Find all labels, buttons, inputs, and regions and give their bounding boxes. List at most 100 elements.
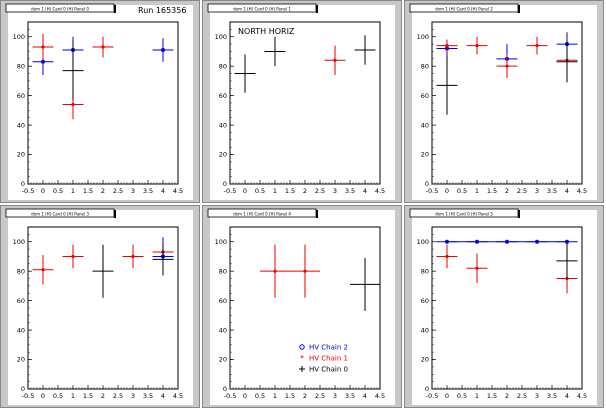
x-tick-label: 2 (505, 187, 509, 195)
circle-marker (41, 59, 45, 64)
star-marker (71, 102, 75, 107)
pad-2: dom 1 (H) Card 0 (H) Panel 1 -0.5 0 0.5 1 1.5… (202, 0, 404, 205)
x-tick-label: 0.5 (53, 392, 63, 400)
data-point (436, 39, 458, 52)
y-tick-label: 60 (17, 297, 25, 305)
star-marker (445, 254, 449, 259)
x-tick-label: 0.5 (255, 392, 265, 400)
x-tick-label: 2 (303, 187, 307, 195)
data-point (556, 243, 578, 279)
data-point (556, 41, 578, 83)
legend-circle-icon (299, 344, 305, 350)
data-point (496, 54, 518, 78)
x-tick-label: 2.5 (315, 187, 325, 195)
x-tick-label: 2 (303, 392, 307, 400)
data-point (496, 239, 518, 244)
y-tick-label: 80 (219, 267, 227, 275)
x-tick-label: 4 (565, 187, 569, 195)
data-point (556, 239, 578, 244)
pad-white-area (8, 5, 193, 200)
star-marker (445, 43, 449, 48)
data-point (122, 244, 144, 269)
y-tick-label: 80 (421, 267, 429, 275)
legend-label: HV Chain 0 (309, 366, 348, 374)
x-tick-label: 0.5 (457, 392, 467, 400)
circle-marker (535, 239, 539, 244)
x-tick-label: 0.5 (53, 187, 63, 195)
y-tick-label: 80 (17, 267, 25, 275)
y-tick-label: 60 (421, 297, 429, 305)
circle-marker (475, 239, 479, 244)
data-point (290, 244, 320, 298)
star-marker (475, 266, 479, 270)
x-tick-label: -0.5 (224, 392, 237, 400)
x-tick-label: 3.5 (345, 392, 355, 400)
x-tick-label: 2 (505, 392, 509, 400)
x-tick-label: 0 (445, 187, 449, 195)
pad-white-area (412, 210, 597, 405)
circle-marker (161, 47, 165, 52)
data-point (466, 253, 488, 283)
x-tick-label: 4.5 (577, 187, 587, 195)
data-point (436, 55, 458, 115)
x-tick-label: 4 (363, 392, 367, 400)
y-tick-label: 0 (21, 180, 25, 188)
star-marker (41, 268, 45, 272)
chart-pad-4: dom 1 (H) Card 0 (H) Panel 3-0.5 0 0.5 1 1.5… (0, 205, 200, 408)
y-tick-label: 40 (219, 121, 227, 129)
x-tick-label: -0.5 (22, 187, 35, 195)
data-point (436, 244, 458, 269)
star-marker (71, 254, 75, 259)
x-tick-label: 2.5 (517, 187, 527, 195)
pad-label-shadow (316, 5, 318, 13)
x-tick-label: 1.5 (487, 392, 497, 400)
y-tick-label: 0 (21, 385, 25, 393)
x-tick-label: 3.5 (143, 187, 153, 195)
y-tick-label: 80 (17, 62, 25, 70)
data-point (324, 45, 346, 76)
x-tick-label: 1.5 (487, 187, 497, 195)
y-tick-label: 100 (417, 238, 429, 246)
star-marker (303, 269, 307, 273)
x-tick-label: 3 (535, 392, 539, 400)
pad-white-area (210, 210, 395, 405)
y-tick-label: 0 (425, 180, 429, 188)
x-tick-label: 3.5 (547, 392, 557, 400)
y-tick-label: 20 (219, 151, 227, 159)
data-point (92, 36, 114, 58)
x-tick-label: -0.5 (224, 187, 237, 195)
x-tick-label: 0 (243, 187, 247, 195)
pad-label-shadow (114, 5, 116, 13)
y-tick-label: 20 (17, 151, 25, 159)
y-tick-label: 60 (17, 92, 25, 100)
x-tick-label: 4 (161, 392, 165, 400)
pad-label-text: dom 1 (H) Card 0 (H) Panel 0 (31, 7, 89, 12)
y-tick-label: 40 (17, 326, 25, 334)
x-tick-label: 4.5 (375, 187, 385, 195)
x-tick-label: 3.5 (143, 392, 153, 400)
x-tick-label: 4.5 (173, 187, 183, 195)
data-point (260, 244, 290, 298)
pad-label-text: dom 1 (H) Card 0 (H) Panel 5 (435, 212, 493, 217)
x-tick-label: 4 (363, 187, 367, 195)
chart-title: Run 165356 (138, 6, 186, 15)
pad-label-text: dom 1 (H) Card 0 (H) Panel 1 (233, 7, 291, 12)
chart-pad-5: dom 1 (H) Card 0 (H) Panel 4-0.5 0 0.5 1 1.5… (202, 205, 402, 408)
data-point (62, 41, 84, 101)
star-marker (131, 254, 135, 259)
data-point (32, 254, 54, 285)
y-tick-label: 20 (421, 356, 429, 364)
x-tick-label: 1 (71, 187, 75, 195)
x-tick-label: -0.5 (22, 392, 35, 400)
y-tick-label: 100 (417, 33, 429, 41)
data-point (264, 36, 286, 67)
chart-pad-6: dom 1 (H) Card 0 (H) Panel 5-0.5 0 0.5 1 1.5… (404, 205, 604, 408)
chart-title: NORTH HORIZ (238, 27, 295, 36)
y-tick-label: 20 (219, 356, 227, 364)
pad-label-shadow (316, 210, 318, 218)
star-marker (505, 64, 509, 68)
data-point (92, 244, 114, 298)
y-tick-label: 60 (421, 92, 429, 100)
y-tick-label: 100 (215, 33, 227, 41)
